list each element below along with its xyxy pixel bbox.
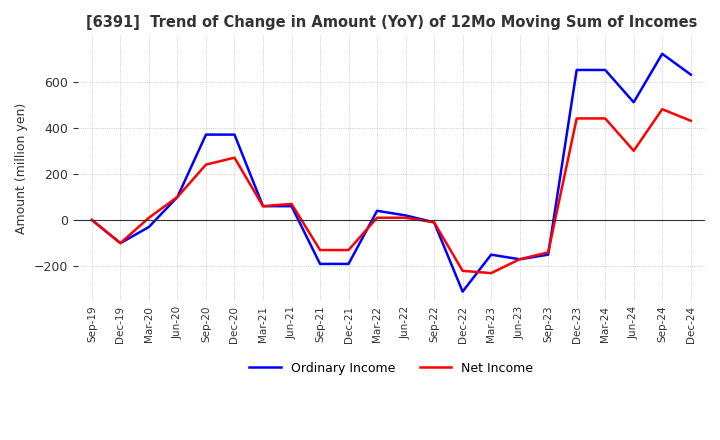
Net Income xyxy=(658,106,667,112)
Ordinary Income xyxy=(430,220,438,225)
Ordinary Income xyxy=(487,252,495,257)
Net Income xyxy=(315,247,324,253)
Ordinary Income xyxy=(88,217,96,223)
Net Income xyxy=(516,257,524,262)
Net Income xyxy=(88,217,96,223)
Net Income xyxy=(487,271,495,276)
Net Income xyxy=(230,155,239,160)
Line: Net Income: Net Income xyxy=(92,109,690,273)
Ordinary Income xyxy=(116,241,125,246)
Net Income xyxy=(572,116,581,121)
Line: Ordinary Income: Ordinary Income xyxy=(92,54,690,292)
Ordinary Income xyxy=(401,213,410,218)
Ordinary Income xyxy=(601,67,610,73)
Net Income xyxy=(145,215,153,220)
Net Income xyxy=(344,247,353,253)
Net Income xyxy=(544,250,552,255)
Y-axis label: Amount (million yen): Amount (million yen) xyxy=(15,103,28,234)
Net Income xyxy=(258,204,267,209)
Ordinary Income xyxy=(686,72,695,77)
Net Income xyxy=(287,201,296,206)
Legend: Ordinary Income, Net Income: Ordinary Income, Net Income xyxy=(244,356,539,380)
Net Income xyxy=(629,148,638,154)
Net Income xyxy=(173,194,181,200)
Net Income xyxy=(401,215,410,220)
Ordinary Income xyxy=(287,204,296,209)
Ordinary Income xyxy=(544,252,552,257)
Ordinary Income xyxy=(344,261,353,267)
Ordinary Income xyxy=(230,132,239,137)
Ordinary Income xyxy=(516,257,524,262)
Ordinary Income xyxy=(145,224,153,230)
Ordinary Income xyxy=(629,99,638,105)
Ordinary Income xyxy=(658,51,667,56)
Net Income xyxy=(373,215,382,220)
Net Income xyxy=(686,118,695,123)
Ordinary Income xyxy=(202,132,210,137)
Net Income xyxy=(459,268,467,274)
Net Income xyxy=(601,116,610,121)
Ordinary Income xyxy=(315,261,324,267)
Title: [6391]  Trend of Change in Amount (YoY) of 12Mo Moving Sum of Incomes: [6391] Trend of Change in Amount (YoY) o… xyxy=(86,15,697,30)
Net Income xyxy=(430,220,438,225)
Net Income xyxy=(116,241,125,246)
Ordinary Income xyxy=(173,194,181,200)
Ordinary Income xyxy=(572,67,581,73)
Ordinary Income xyxy=(373,208,382,213)
Net Income xyxy=(202,162,210,167)
Ordinary Income xyxy=(459,289,467,294)
Ordinary Income xyxy=(258,204,267,209)
